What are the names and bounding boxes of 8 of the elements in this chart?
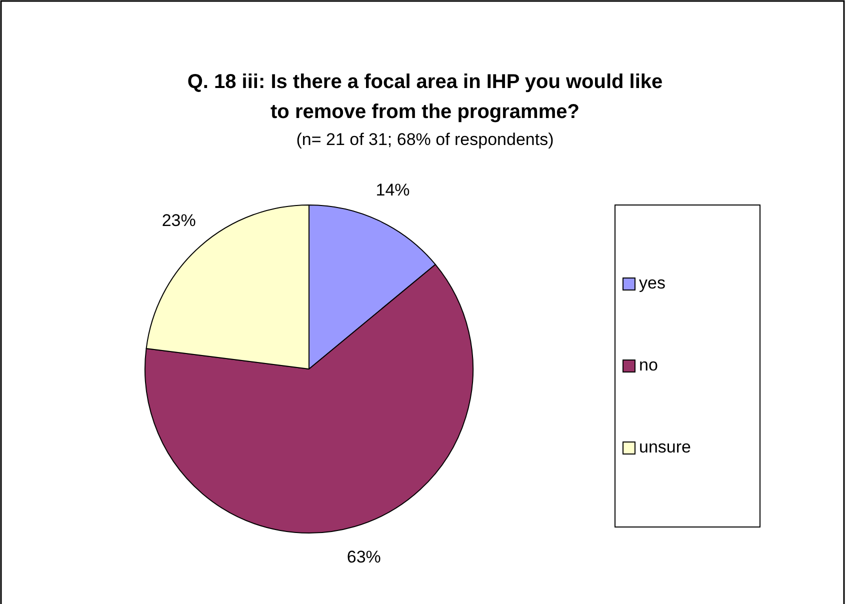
data-label: 14%	[376, 180, 410, 200]
legend-label: no	[639, 355, 658, 374]
chart-subtitle: (n= 21 of 31; 68% of respondents)	[296, 130, 554, 149]
data-label: 63%	[346, 547, 381, 566]
chart-title: Q. 18 iii: Is there a focal area in IHP you would like to remove from the programme?	[187, 71, 663, 123]
legend-label: unsure	[639, 437, 691, 456]
data-label: 23%	[162, 210, 196, 230]
legend-label: yes	[639, 273, 666, 292]
